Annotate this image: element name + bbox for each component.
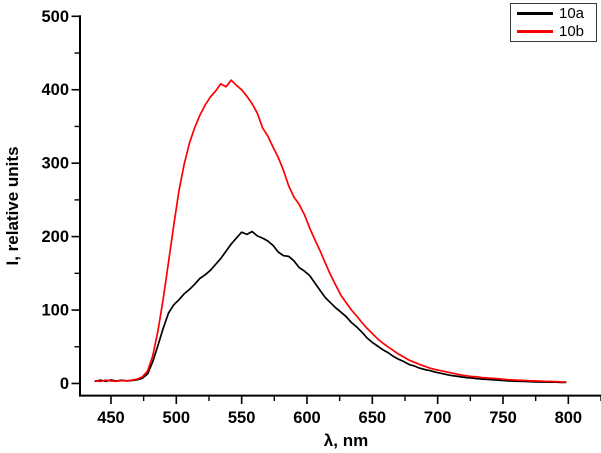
major-ticks <box>71 15 570 404</box>
x-tick-label: 600 <box>293 409 321 427</box>
x-tick-label: 800 <box>555 409 583 427</box>
x-tick-label: 500 <box>163 409 191 427</box>
series-10b-curve <box>94 79 567 383</box>
x-tick-label: 650 <box>359 409 387 427</box>
minor-ticks <box>74 52 601 401</box>
x-axis-title: λ, nm <box>324 431 368 450</box>
series-10b-line-sample-icon <box>517 30 553 33</box>
y-tick-label: 500 <box>41 8 69 26</box>
y-tick-label: 100 <box>41 302 69 320</box>
legend-box: 10a 10b <box>510 3 597 42</box>
x-tick-label: 750 <box>489 409 517 427</box>
x-tick-label: 450 <box>97 409 125 427</box>
x-tick-label: 700 <box>424 409 452 427</box>
series-10a-curve <box>94 230 567 384</box>
series-10a-line-sample-icon <box>517 12 553 15</box>
tick-labels: 450 500 550 600 650 700 750 800 0 100 200 300 400 500 <box>41 8 582 427</box>
y-tick-label: 200 <box>41 228 69 246</box>
legend-label-10a: 10a <box>559 4 585 22</box>
y-axis-title: I, relative units <box>3 146 22 265</box>
y-tick-label: 300 <box>41 155 69 173</box>
legend-item-10b: 10b <box>511 23 596 41</box>
y-tick-label: 400 <box>41 81 69 99</box>
legend-item-10a: 10a <box>511 4 596 22</box>
legend-label-10b: 10b <box>559 23 585 41</box>
x-tick-label: 550 <box>228 409 256 427</box>
y-tick-label: 0 <box>60 375 69 393</box>
series-lines <box>94 79 567 384</box>
